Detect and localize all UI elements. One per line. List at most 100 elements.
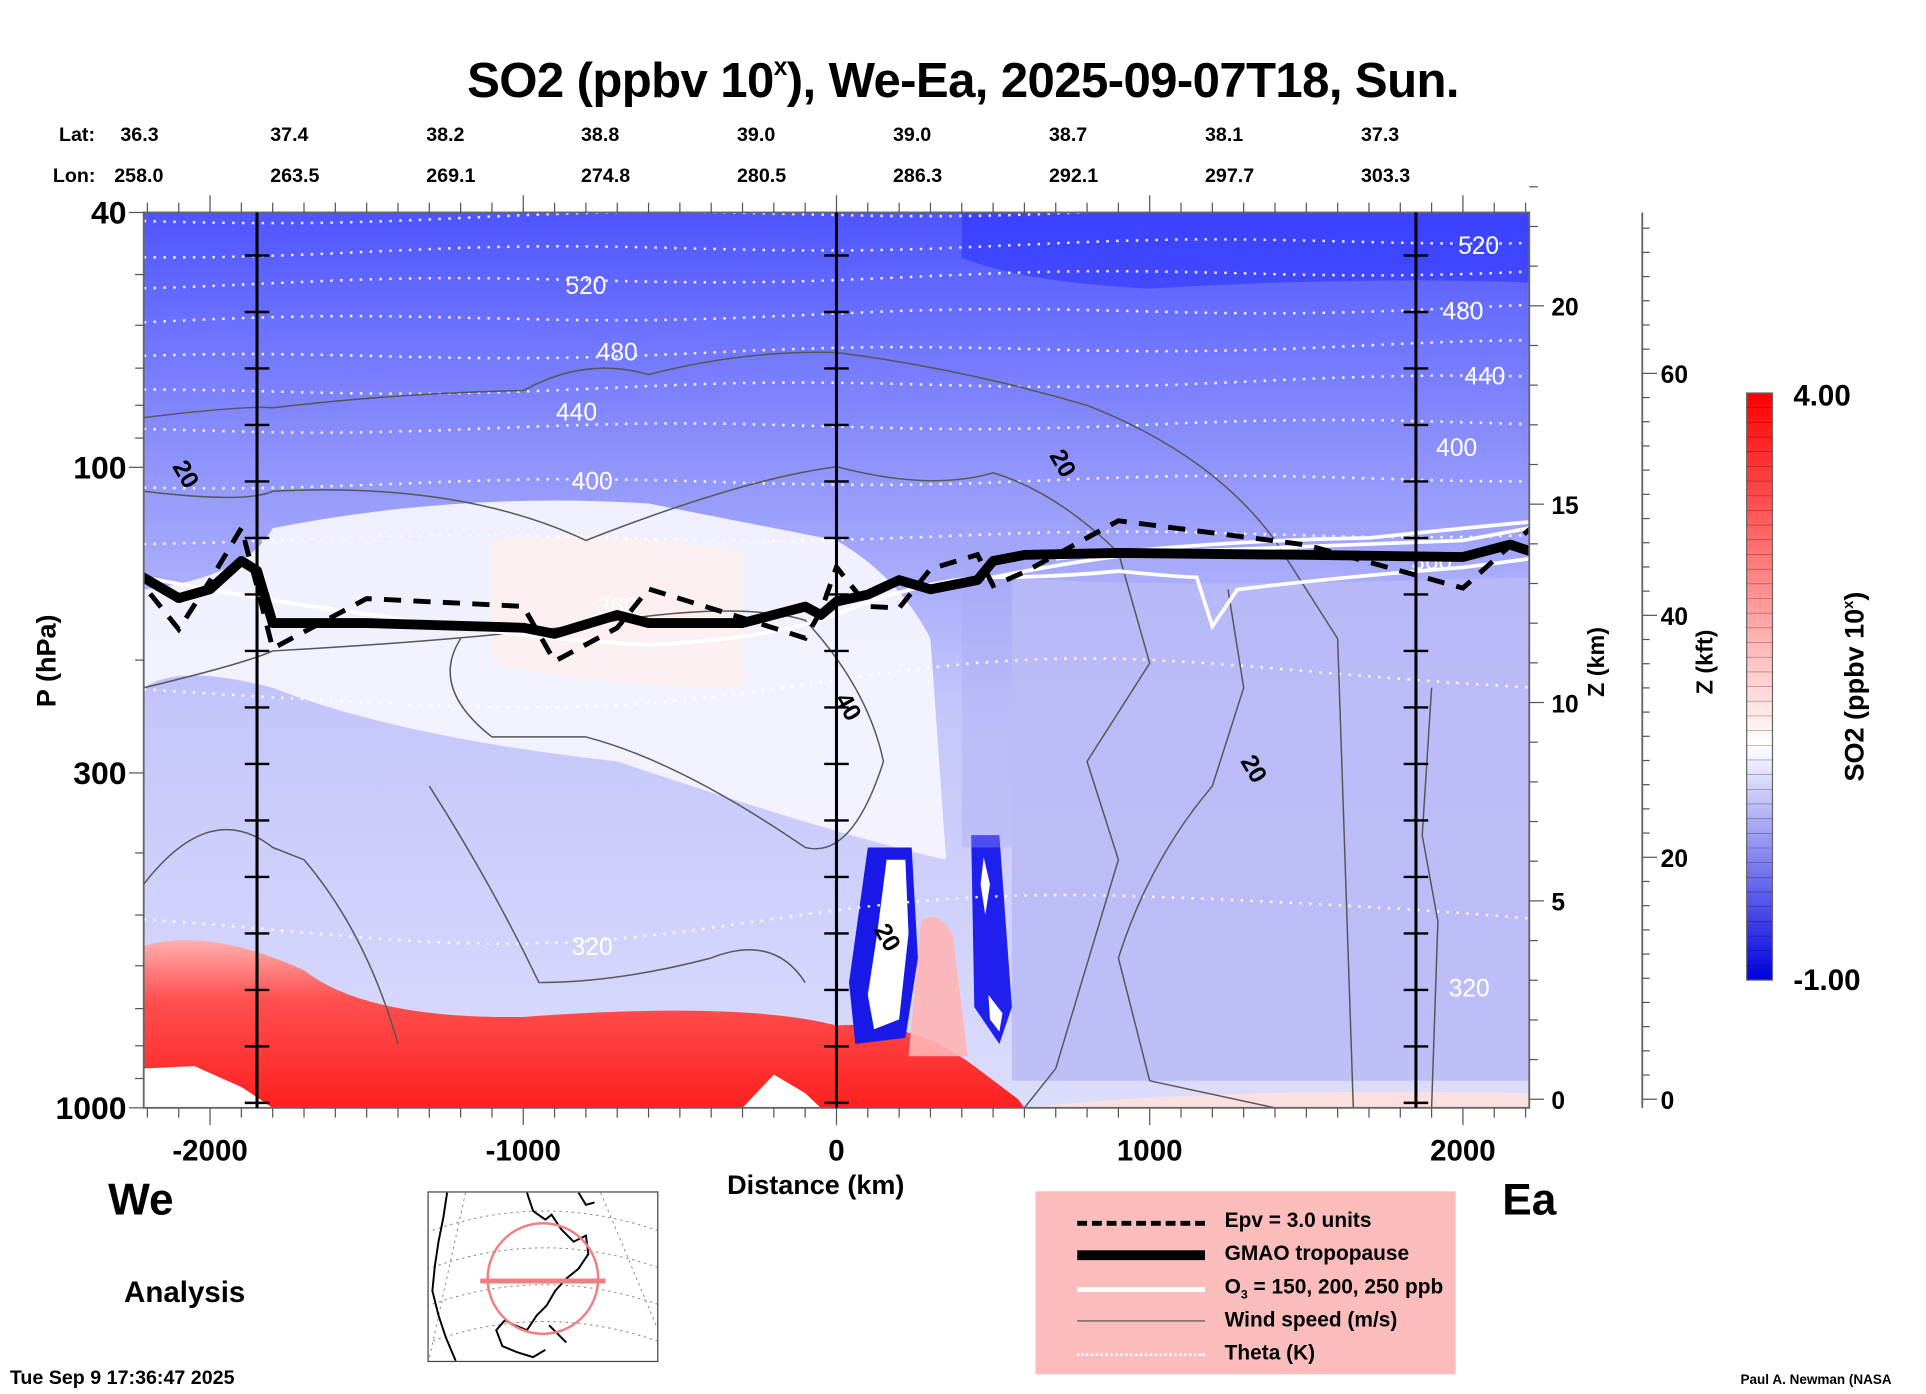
y-tick-label: 1000 [55,1090,126,1126]
legend-swatch-white [1077,1287,1205,1293]
z-kft-tick-label: 0 [1661,1088,1675,1115]
so2-white-core-3 [988,994,1003,1032]
legend-item-epv: Epv = 3.0 units [1035,1206,1455,1238]
so2-ground-mask-west [143,1066,273,1108]
west-label: We [108,1174,174,1225]
z-kft-tick-label: 60 [1661,362,1688,389]
analysis-label: Analysis [124,1276,246,1310]
epv-contour [143,518,1530,665]
z-km-tick-label: 10 [1551,691,1578,718]
x-tick-label: 1000 [1117,1135,1183,1168]
lat-value: 36.3 [120,125,159,147]
lon-value: 292.1 [1048,165,1099,187]
lon-value: 269.1 [426,165,476,187]
z-km-tick-label: 15 [1551,493,1578,520]
lon-value: 258.0 [114,165,164,187]
legend: Epv = 3.0 units GMAO tropopause O3 = 150… [1035,1191,1456,1375]
x-tick-label: -2000 [172,1135,247,1168]
z-kft-tick-label: 40 [1661,604,1688,631]
so2-ground-mask-center [742,1074,821,1108]
z-km-tick-label: 20 [1551,295,1578,322]
y-axis-label: P (hPa) [30,614,62,708]
colorbar-ramp [1746,392,1774,981]
theta-label: 480 [1442,299,1483,326]
lon-value: 286.3 [892,165,943,187]
colorbar-min-label: -1.00 [1793,964,1860,997]
coastlines [431,1192,595,1361]
axes: -2000 -1000 0 1000 2000 40 100 300 1000 0 5 10 15 20 0… [55,186,1688,1168]
theta-label: 400 [572,469,613,496]
lat-label: Lat: [58,125,95,147]
z-km-tick-label: 5 [1551,890,1565,917]
wind-speed-contour [428,785,806,984]
y-tick-label: 100 [73,449,126,485]
so2-column-shading [961,528,1012,848]
east-label: Ea [1502,1174,1557,1225]
z-kft-tick-label: 20 [1661,846,1688,873]
so2-red-column [908,917,969,1057]
theta-label: 320 [572,934,613,961]
theta-label: 320 [1449,976,1490,1003]
theta-label: 400 [1436,435,1477,462]
so2-strat-max [961,212,1530,289]
so2-neutral-band [143,500,947,860]
lon-value: 263.5 [270,165,320,187]
wind-speed-contour [143,351,1355,1108]
theta-label: 440 [556,400,597,427]
so2-boundary-plume [143,940,1025,1108]
y-tick-label: 40 [91,195,127,231]
theta-label: 520 [565,273,606,300]
wind-speed-contour [1421,687,1439,1108]
lat-value: 38.8 [580,125,620,147]
lat-value: 39.0 [892,125,932,147]
so2-white-core-2 [980,857,990,916]
so2-east-trop [1011,577,1530,1081]
lon-value: 297.7 [1204,165,1255,187]
locator-map-svg [428,1192,658,1361]
legend-swatch-dotted [1077,1353,1205,1356]
lat-value: 37.3 [1360,125,1400,147]
x-axis-label: Distance (km) [727,1169,905,1200]
wind-speed-contour [143,610,885,850]
legend-item-tropopause: GMAO tropopause [1035,1239,1455,1271]
lat-value: 38.2 [426,125,465,147]
legend-swatch-thick [1077,1250,1205,1261]
legend-item-theta: Theta (K) [1035,1339,1455,1371]
z-km-tick-label: 0 [1551,1088,1565,1115]
legend-swatch-dashed [1077,1220,1205,1226]
lat-value: 38.7 [1048,125,1088,147]
chart-title: SO2 (ppbv 10x), We-Ea, 2025-09-07T18, Su… [467,54,1459,109]
region-circle [486,1222,600,1336]
z-km-axis-label: Z (km) [1584,626,1611,697]
theta-label: 520 [1458,233,1499,260]
credit: Paul A. Newman (NASA [1740,1373,1892,1388]
wind-speed-contour [143,828,399,1045]
wind-speed-contour [143,465,1151,1108]
lat-value: 37.4 [270,125,309,147]
z-kft-axis-label: Z (kft) [1692,629,1719,695]
timestamp: Tue Sep 9 17:36:47 2025 [9,1368,235,1390]
legend-swatch-thin [1077,1320,1205,1322]
so2-east-surface [1024,1091,1530,1108]
legend-item-wind: Wind speed (m/s) [1035,1306,1455,1338]
tropopause-line [143,539,1530,639]
colorbar-max-label: 4.00 [1793,379,1850,412]
lat-value: 38.1 [1204,125,1244,147]
lon-value: 280.5 [736,165,787,187]
lon-value: 303.3 [1360,165,1411,187]
graticule [428,1192,658,1361]
legend-item-ozone: O3 = 150, 200, 250 ppb [1035,1272,1455,1304]
lon-value: 274.8 [580,165,631,187]
lon-label: Lon: [52,165,96,187]
theta-label: 440 [1464,364,1505,391]
colorbar: 4.00 -1.00 [1746,379,1861,997]
x-tick-label: 2000 [1430,1135,1496,1168]
x-tick-label: 0 [828,1135,844,1168]
lat-value: 39.0 [736,125,776,147]
wind-speed-contour [1117,589,1276,1108]
ozone-contour [993,556,1530,631]
locator-map [427,1191,659,1363]
colorbar-label: SO2 (ppbv 10x) [1838,591,1870,782]
